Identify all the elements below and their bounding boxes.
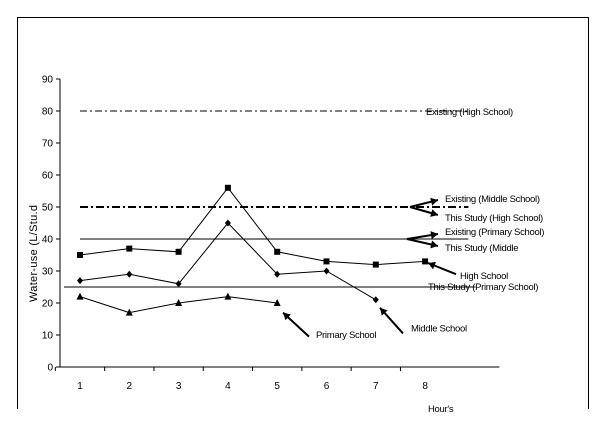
data-point <box>224 219 231 227</box>
data-point <box>422 258 429 265</box>
y-tick-label: 10 <box>42 331 54 342</box>
data-point <box>274 270 281 278</box>
x-tick-label: 4 <box>225 381 231 392</box>
y-tick-label: 60 <box>42 171 54 182</box>
x-axis-label: Hour's <box>428 404 454 415</box>
data-point <box>175 299 183 306</box>
y-tick-label: 40 <box>42 235 54 246</box>
series-primary-school <box>76 292 281 316</box>
arrow-head <box>430 231 438 240</box>
data-point <box>126 270 133 278</box>
x-tick-label: 7 <box>373 381 379 392</box>
data-point <box>224 184 231 191</box>
arrow-head <box>430 197 438 206</box>
x-tick-label: 1 <box>77 381 83 392</box>
data-point <box>76 292 84 300</box>
annotation-label: High School <box>460 271 508 282</box>
annotation-label: This Study (Primary School) <box>428 282 538 293</box>
y-tick-label: 70 <box>42 139 54 150</box>
arrow-head <box>283 312 291 321</box>
data-point <box>372 296 379 304</box>
data-point <box>372 261 379 268</box>
arrow-head <box>428 261 436 270</box>
data-point <box>77 252 83 258</box>
data-point <box>323 258 330 265</box>
annotation-label: Primary School <box>316 330 376 341</box>
data-point <box>175 280 182 288</box>
x-tick-label: 8 <box>422 381 428 392</box>
data-point <box>125 308 133 316</box>
annotation-label: This Study (Middle <box>445 243 518 254</box>
annotation-label: Existing (Middle School) <box>445 194 540 205</box>
y-tick-label: 30 <box>42 267 54 278</box>
x-tick-label: 5 <box>274 381 280 392</box>
x-tick-label: 3 <box>176 381 182 392</box>
annotation-label: Existing (Primary School) <box>445 227 544 238</box>
y-tick-label: 20 <box>42 299 54 310</box>
annotation-label: Existing (High School) <box>426 107 513 118</box>
data-point <box>77 277 83 285</box>
series-line <box>79 186 426 266</box>
chart-frame <box>17 17 589 409</box>
arrow-head <box>430 209 438 217</box>
data-point <box>273 299 281 306</box>
y-tick-label: 90 <box>42 75 54 86</box>
data-point <box>274 248 281 255</box>
x-tick-label: 2 <box>127 381 133 392</box>
reference-lines <box>64 110 476 288</box>
arrow-head <box>430 240 438 249</box>
series-group <box>76 184 429 316</box>
annotation-label: This Study (High School) <box>445 213 543 224</box>
data-point <box>126 245 133 252</box>
data-point <box>224 292 232 300</box>
axes: 0 10 20 30 40 50 60 70 80 90 1 2 3 4 5 6 7 8 <box>42 75 500 392</box>
data-point <box>323 267 330 275</box>
y-tick-label: 0 <box>47 363 53 374</box>
x-tick-label: 6 <box>324 381 330 392</box>
series-high-school <box>77 184 429 268</box>
y-tick-label: 50 <box>42 203 54 214</box>
y-axis-label: Water-use (L/Stu.d <box>28 205 40 302</box>
y-tick-label: 80 <box>42 107 54 118</box>
arrow-head <box>380 307 388 316</box>
annotation-label: Middle School <box>411 324 467 335</box>
data-point <box>175 248 182 255</box>
series-middle-school <box>77 219 379 304</box>
annotations: Existing (High School) Existing (Middle S… <box>282 107 545 341</box>
